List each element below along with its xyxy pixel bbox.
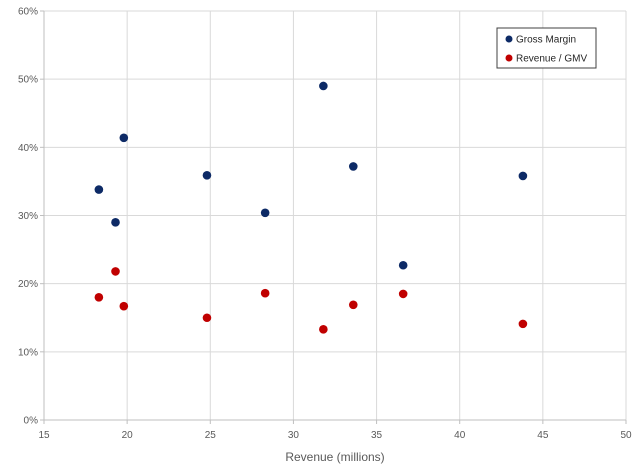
x-tick-label: 20 — [122, 430, 134, 441]
x-axis-ticks: 15 20 25 30 35 40 45 50 — [38, 430, 632, 441]
data-point-revenue-gmv — [319, 325, 328, 334]
data-point-revenue-gmv — [260, 288, 270, 298]
data-point-revenue-gmv — [398, 289, 408, 299]
y-tick-label: 20% — [18, 279, 38, 290]
x-tick-label: 45 — [537, 430, 549, 441]
legend-box — [496, 27, 597, 69]
data-point-gross-margin — [518, 171, 528, 181]
y-tick-label: 40% — [18, 143, 38, 154]
y-tick-label: 10% — [18, 347, 38, 358]
data-point-revenue-gmv — [111, 267, 120, 276]
data-point-revenue-gmv — [518, 319, 528, 329]
y-tick-label: 60% — [18, 7, 38, 18]
data-point-gross-margin — [398, 260, 408, 270]
data-point-revenue-gmv — [348, 300, 358, 310]
data-point-gross-margin — [202, 170, 212, 180]
y-tick-label: 30% — [18, 211, 38, 222]
y-tick-label: 50% — [18, 75, 38, 86]
x-tick-label: 15 — [38, 430, 50, 441]
data-point-revenue-gmv — [94, 293, 104, 302]
x-axis-title: Revenue (millions) — [285, 450, 384, 464]
gridlines — [44, 10, 627, 420]
legend: Gross Margin Revenue / GMV — [496, 27, 597, 69]
data-point-gross-margin — [94, 185, 104, 194]
data-point-gross-margin — [260, 208, 270, 218]
data-point-revenue-gmv — [119, 301, 129, 311]
x-tick-label: 25 — [205, 430, 217, 441]
data-point-gross-margin — [119, 133, 129, 143]
data-points — [94, 81, 528, 334]
legend-label-gross-margin: Gross Margin — [516, 35, 576, 46]
data-point-gross-margin — [348, 162, 358, 171]
axes — [40, 10, 627, 424]
legend-marker-revenue-gmv — [505, 54, 513, 62]
x-tick-label: 35 — [371, 430, 383, 441]
legend-marker-gross-margin — [505, 35, 513, 43]
x-tick-label: 40 — [454, 430, 466, 441]
y-axis-ticks: 0% 10% 20% 30% 40% 50% 60% — [18, 7, 38, 427]
data-point-gross-margin — [111, 218, 120, 227]
y-tick-label: 0% — [24, 416, 39, 427]
legend-label-revenue-gmv: Revenue / GMV — [516, 54, 587, 65]
data-point-revenue-gmv — [202, 313, 212, 323]
x-tick-label: 30 — [288, 430, 300, 441]
data-point-gross-margin — [319, 81, 328, 91]
x-tick-label: 50 — [620, 430, 632, 441]
